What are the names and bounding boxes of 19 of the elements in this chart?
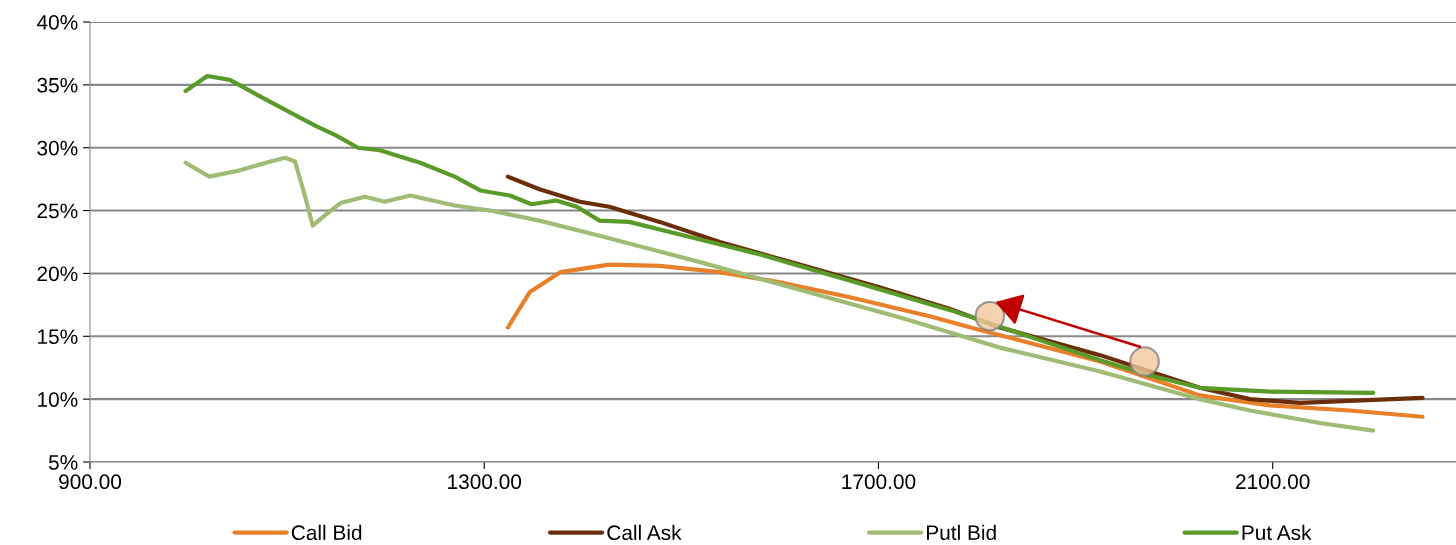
x-tick-label: 2100.00 bbox=[1236, 474, 1310, 490]
x-tick-label: 1700.00 bbox=[842, 474, 916, 490]
y-tick-label: 20% bbox=[37, 266, 78, 282]
legend-label: Putl Bid bbox=[927, 524, 996, 541]
x-tick-label: 1300.00 bbox=[448, 474, 522, 490]
y-tick-label: 35% bbox=[37, 77, 78, 93]
legend-label: Call Bid bbox=[291, 524, 362, 541]
y-tick-label: 10% bbox=[38, 392, 78, 407]
line-series bbox=[183, 155, 1376, 433]
y-tick-label: 15% bbox=[38, 329, 78, 345]
legend-label: Call Ask bbox=[607, 524, 682, 541]
legend-label: Put Ask bbox=[1242, 524, 1312, 541]
line-series bbox=[183, 73, 1376, 395]
y-tick-label: 5% bbox=[48, 455, 78, 470]
line-series bbox=[505, 262, 1425, 419]
y-tick-label: 40% bbox=[36, 15, 78, 30]
y-tick-label: 30% bbox=[37, 140, 78, 156]
y-tick-label: 25% bbox=[37, 203, 78, 219]
x-tick-label: 900.00 bbox=[59, 474, 122, 490]
